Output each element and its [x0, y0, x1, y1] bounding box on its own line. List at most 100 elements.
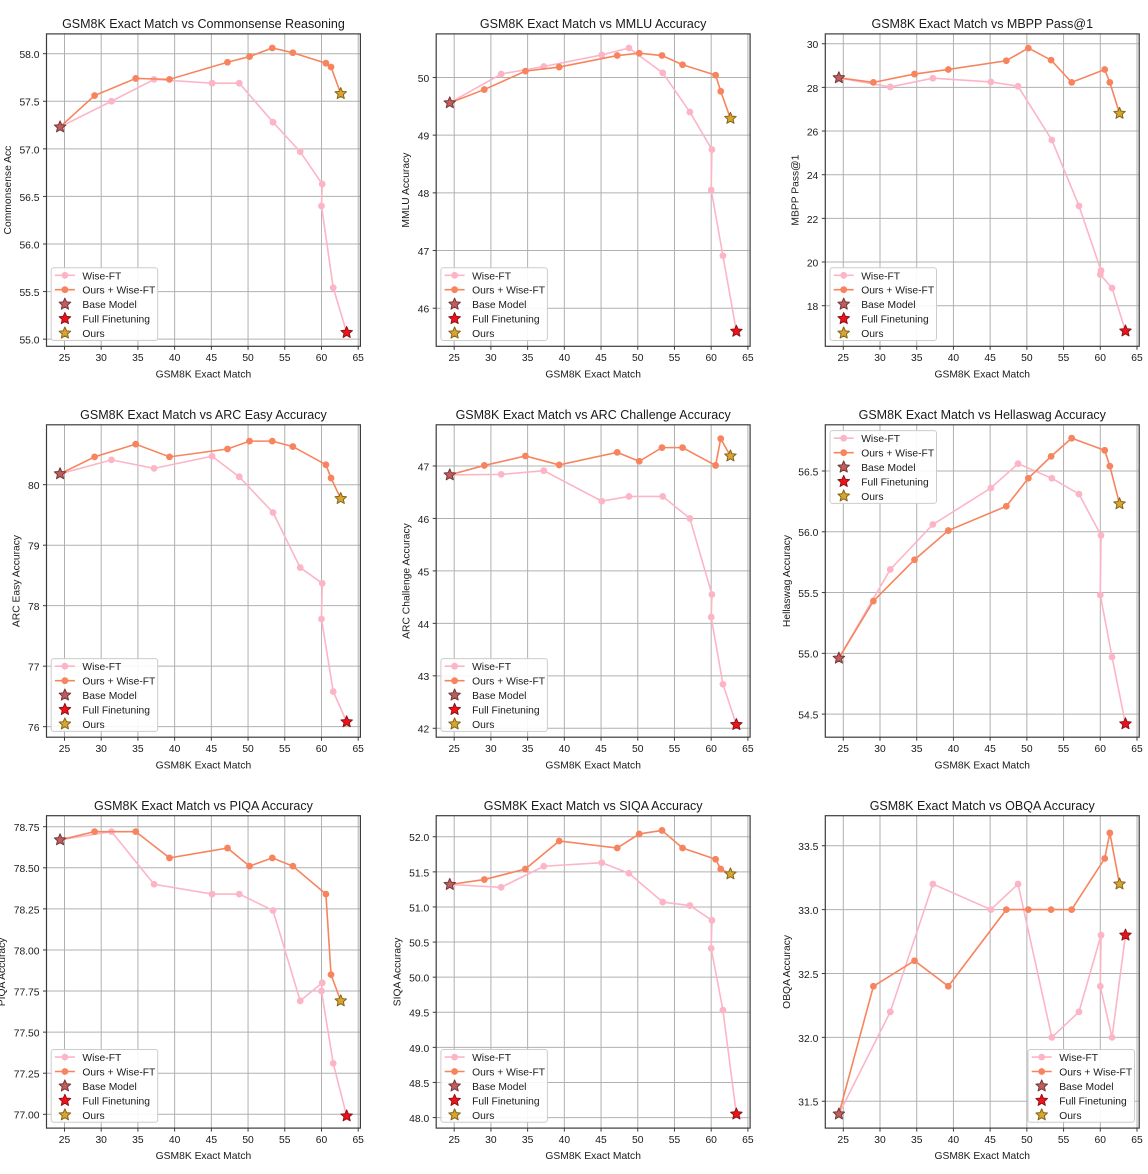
svg-text:60: 60 [1095, 353, 1107, 364]
svg-text:25: 25 [838, 1135, 850, 1146]
svg-text:45: 45 [206, 744, 218, 755]
svg-text:Wise-FT: Wise-FT [472, 662, 512, 673]
svg-text:Ours: Ours [1059, 1111, 1081, 1122]
svg-text:Ours: Ours [472, 1111, 494, 1122]
svg-text:49: 49 [418, 132, 430, 143]
svg-text:48: 48 [418, 189, 430, 200]
svg-text:54.5: 54.5 [798, 711, 818, 722]
svg-text:55: 55 [1058, 353, 1070, 364]
svg-text:Full Finetuning: Full Finetuning [82, 706, 150, 717]
svg-text:33.0: 33.0 [798, 906, 818, 917]
svg-text:50.0: 50.0 [409, 974, 429, 985]
svg-text:60: 60 [705, 353, 717, 364]
svg-text:40: 40 [169, 1135, 181, 1146]
svg-text:55: 55 [669, 744, 681, 755]
svg-text:55.0: 55.0 [19, 336, 39, 347]
svg-text:GSM8K Exact Match vs OBQA Accu: GSM8K Exact Match vs OBQA Accuracy [870, 799, 1096, 813]
svg-text:Ours + Wise-FT: Ours + Wise-FT [1059, 1068, 1133, 1079]
svg-text:30: 30 [874, 1135, 886, 1146]
svg-text:25: 25 [448, 353, 460, 364]
svg-text:50.5: 50.5 [409, 938, 429, 949]
svg-text:49.0: 49.0 [409, 1044, 429, 1055]
svg-text:30: 30 [485, 353, 497, 364]
svg-text:Ours + Wise-FT: Ours + Wise-FT [861, 286, 935, 297]
svg-text:Base Model: Base Model [82, 300, 136, 311]
svg-text:Ours: Ours [82, 329, 104, 340]
svg-text:40: 40 [169, 744, 181, 755]
svg-text:Ours: Ours [861, 492, 883, 503]
svg-text:46: 46 [418, 515, 430, 526]
svg-text:SIQA Accuracy: SIQA Accuracy [393, 937, 404, 1007]
svg-text:35: 35 [911, 744, 923, 755]
svg-text:45: 45 [418, 567, 430, 578]
svg-text:50: 50 [242, 353, 254, 364]
svg-text:65: 65 [1131, 1135, 1143, 1146]
svg-text:25: 25 [59, 1135, 71, 1146]
svg-text:56.5: 56.5 [798, 467, 818, 478]
svg-text:76: 76 [28, 723, 40, 734]
svg-text:GSM8K Exact Match vs ARC Easy: GSM8K Exact Match vs ARC Easy Accuracy [80, 408, 327, 422]
svg-text:Ours: Ours [82, 720, 104, 731]
svg-text:GSM8K Exact Match vs MMLU Accu: GSM8K Exact Match vs MMLU Accuracy [480, 17, 707, 31]
svg-text:Wise-FT: Wise-FT [472, 271, 512, 282]
svg-text:Full Finetuning: Full Finetuning [861, 478, 929, 489]
svg-text:GSM8K Exact Match: GSM8K Exact Match [934, 1151, 1030, 1162]
svg-text:55: 55 [279, 744, 291, 755]
svg-text:26: 26 [807, 127, 819, 138]
svg-text:Base Model: Base Model [472, 300, 526, 311]
svg-text:55: 55 [279, 1135, 291, 1146]
svg-text:30: 30 [95, 353, 107, 364]
svg-text:35: 35 [132, 353, 144, 364]
svg-text:Ours: Ours [82, 1111, 104, 1122]
svg-text:35: 35 [132, 744, 144, 755]
svg-text:65: 65 [1131, 744, 1143, 755]
svg-text:Ours + Wise-FT: Ours + Wise-FT [82, 677, 156, 688]
svg-text:30: 30 [807, 40, 819, 51]
svg-text:32.0: 32.0 [798, 1034, 818, 1045]
svg-text:GSM8K Exact Match: GSM8K Exact Match [934, 369, 1030, 380]
svg-text:GSM8K Exact Match: GSM8K Exact Match [545, 369, 641, 380]
svg-text:30: 30 [485, 1135, 497, 1146]
svg-text:40: 40 [559, 744, 571, 755]
svg-text:GSM8K Exact Match vs ARC Chall: GSM8K Exact Match vs ARC Challenge Accur… [456, 408, 732, 422]
svg-text:60: 60 [705, 744, 717, 755]
svg-text:GSM8K Exact Match vs MBPP Pass: GSM8K Exact Match vs MBPP Pass@1 [871, 17, 1093, 31]
svg-text:48.0: 48.0 [409, 1114, 429, 1125]
svg-text:50: 50 [242, 744, 254, 755]
svg-text:51.5: 51.5 [409, 868, 429, 879]
svg-text:GSM8K Exact Match vs PIQA Accu: GSM8K Exact Match vs PIQA Accuracy [94, 799, 314, 813]
svg-text:ARC Easy Accuracy: ARC Easy Accuracy [12, 534, 23, 627]
svg-text:31.5: 31.5 [798, 1098, 818, 1109]
svg-text:Wise-FT: Wise-FT [472, 1053, 512, 1064]
svg-text:55: 55 [279, 353, 291, 364]
svg-text:GSM8K Exact Match: GSM8K Exact Match [545, 760, 641, 771]
svg-text:78.00: 78.00 [14, 946, 40, 957]
svg-text:55: 55 [1058, 1135, 1070, 1146]
svg-text:40: 40 [948, 1135, 960, 1146]
svg-text:45: 45 [595, 1135, 607, 1146]
svg-text:50: 50 [1021, 744, 1033, 755]
svg-text:45: 45 [984, 1135, 996, 1146]
svg-text:25: 25 [448, 744, 460, 755]
svg-text:50: 50 [1021, 1135, 1033, 1146]
svg-text:56.5: 56.5 [19, 193, 39, 204]
svg-text:30: 30 [95, 1135, 107, 1146]
svg-text:Full Finetuning: Full Finetuning [861, 315, 929, 326]
svg-text:45: 45 [595, 353, 607, 364]
svg-text:56.0: 56.0 [798, 528, 818, 539]
svg-text:Full Finetuning: Full Finetuning [82, 315, 150, 326]
svg-text:50: 50 [1021, 353, 1033, 364]
svg-text:45: 45 [984, 744, 996, 755]
svg-text:49.5: 49.5 [409, 1009, 429, 1020]
svg-text:57.0: 57.0 [19, 145, 39, 156]
svg-text:51.0: 51.0 [409, 903, 429, 914]
svg-text:42: 42 [418, 725, 430, 736]
svg-text:Wise-FT: Wise-FT [1059, 1053, 1099, 1064]
svg-text:65: 65 [352, 744, 364, 755]
svg-text:60: 60 [705, 1135, 717, 1146]
svg-text:Base Model: Base Model [1059, 1082, 1113, 1093]
svg-text:55: 55 [1058, 744, 1070, 755]
svg-text:25: 25 [59, 744, 71, 755]
svg-text:47: 47 [418, 462, 430, 473]
svg-text:MMLU Accuracy: MMLU Accuracy [401, 152, 412, 228]
